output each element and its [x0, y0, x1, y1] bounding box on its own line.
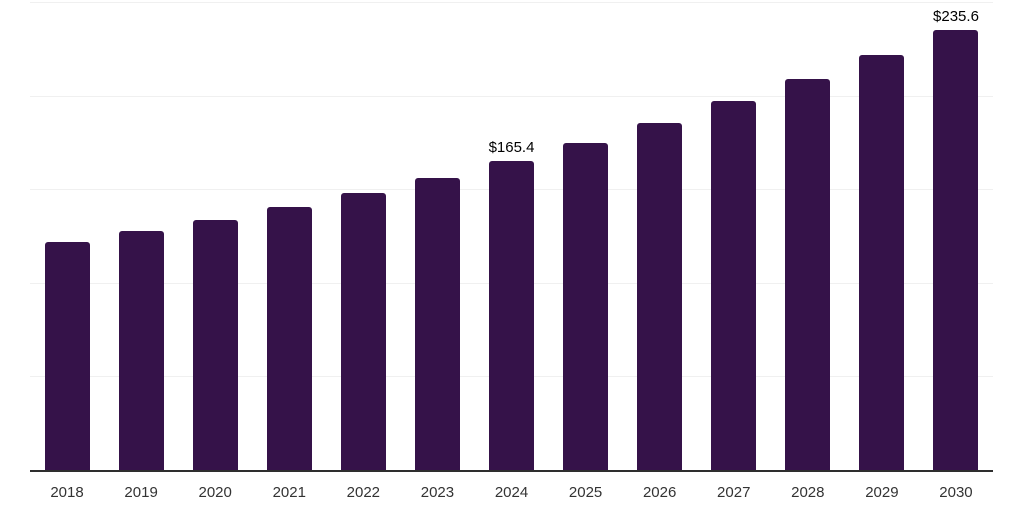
- bar-column-2018: [30, 3, 104, 471]
- bar-2023: [414, 178, 460, 471]
- bar-column-2019: [104, 3, 178, 471]
- bar-column-2024: $165.4: [474, 3, 548, 471]
- bar-2024: [489, 161, 534, 471]
- x-axis-tick-labels: 2018 2019 2020 2021 2022 2023 2024 2025 2026 2027…: [30, 472, 993, 501]
- plot-area: $165.4 $235.6: [30, 2, 993, 472]
- bar-2019: [118, 230, 164, 471]
- x-tick-2028: 2028: [791, 484, 825, 501]
- bar-2021: [266, 206, 312, 471]
- bar-2030: [933, 29, 979, 471]
- bar-2022: [340, 192, 386, 471]
- bar-column-2030: $235.6: [919, 3, 993, 471]
- x-tick-2027: 2027: [717, 484, 751, 501]
- x-tick-2022: 2022: [346, 484, 381, 501]
- x-axis-line: [30, 470, 993, 472]
- bar-column-2029: [845, 3, 919, 471]
- gridline-200: [30, 95, 993, 97]
- x-tick-2026: 2026: [642, 484, 677, 501]
- bar-column-2020: [178, 3, 252, 471]
- x-tick-2018: 2018: [50, 484, 84, 501]
- bar-column-2028: [771, 3, 845, 471]
- x-tick-2021: 2021: [272, 484, 306, 501]
- bar-column-2021: [252, 3, 326, 471]
- x-tick-2019: 2019: [124, 484, 158, 501]
- x-tick-2023: 2023: [420, 484, 455, 501]
- bar-column-2025: [549, 3, 623, 471]
- x-tick-2030: 2030: [939, 484, 973, 501]
- bar-column-2023: [400, 3, 474, 471]
- bar-2026: [637, 122, 683, 471]
- bar-column-2022: [326, 3, 400, 471]
- bar-2018: [44, 241, 90, 471]
- x-tick-2024: 2024: [494, 484, 529, 501]
- bar-column-2027: [697, 3, 771, 471]
- gridline-250: [30, 2, 993, 3]
- bar-value-label-2024: $165.4: [488, 139, 535, 157]
- bars-row: $165.4 $235.6: [30, 3, 993, 471]
- x-tick-2025: 2025: [568, 484, 603, 501]
- bar-value-label-2030: $235.6: [933, 7, 979, 25]
- bar-2029: [859, 55, 905, 471]
- bar-2028: [785, 79, 831, 471]
- bar-2027: [711, 101, 757, 471]
- x-tick-2029: 2029: [865, 484, 899, 501]
- bar-2025: [563, 142, 609, 471]
- bar-column-2026: [623, 3, 697, 471]
- x-tick-2020: 2020: [198, 484, 232, 501]
- bar-2020: [192, 219, 238, 471]
